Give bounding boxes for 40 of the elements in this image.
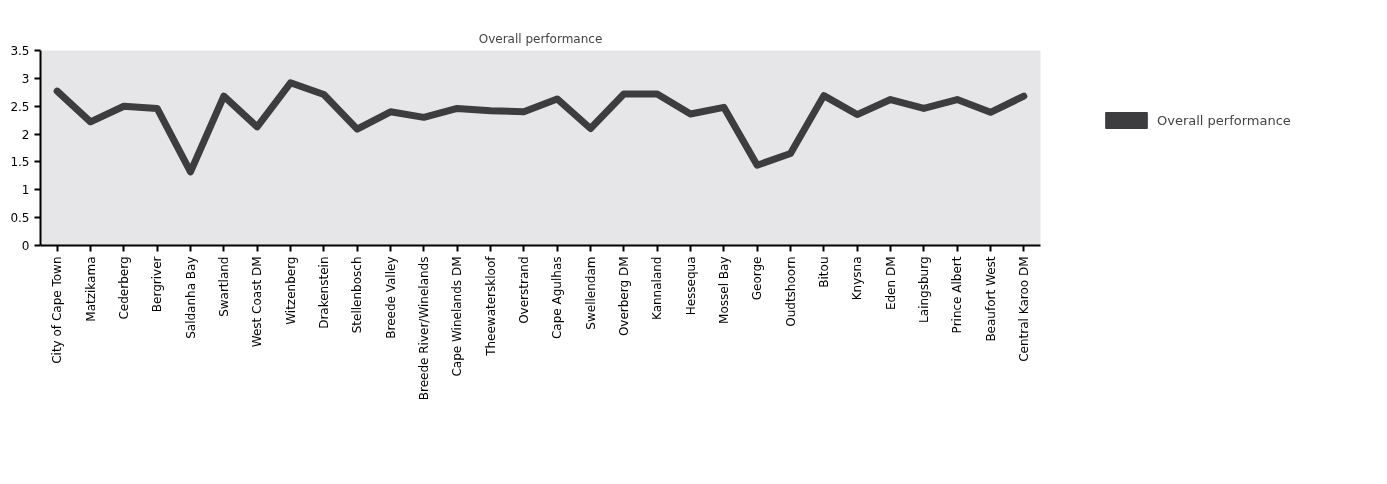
x-tick-label: Hessequa [683,256,698,316]
y-tick-label: 2.5 [10,99,30,114]
y-tick-label: 0.5 [10,211,30,226]
x-tick-label: Overstrand [516,256,531,324]
x-tick-label: Breede Valley [383,256,398,339]
x-tick-label: Cape Winelands DM [450,256,465,377]
x-tick-label: Breede River/Winelands [416,256,431,401]
x-tick-label: Central Karoo DM [1016,256,1031,362]
x-tick-label: Theewaterskloof [483,255,498,357]
y-tick-label: 3 [21,71,30,86]
x-tick-label: Swartland [216,256,231,317]
x-tick-label: George [750,256,765,301]
x-tick-label: Kannaland [650,256,665,320]
y-tick-label: 1 [21,183,30,198]
x-tick-label: Eden DM [883,256,898,311]
y-tick-label: 0 [21,239,30,253]
x-tick-label: Beaufort West [983,256,998,342]
y-tick-label: 1.5 [10,155,30,170]
x-tick-label: Overberg DM [616,256,631,337]
x-tick-label: West Coast DM [250,256,265,348]
x-tick-label: Knysna [850,256,865,301]
x-tick-label: Bitou [816,256,831,288]
x-tick-label: Bergriver [150,256,165,313]
x-tick-label: Oudtshoorn [783,256,798,327]
y-tick-label: 2 [21,127,30,142]
chart-title: Overall performance [478,31,603,46]
x-tick-label: Mossel Bay [716,256,731,324]
x-tick-label: Prince Albert [950,256,965,334]
x-tick-label: Laingsburg [916,256,931,323]
x-tick-label: Cederberg [116,256,131,320]
x-tick-label: Witzenberg [283,256,298,325]
x-tick-label: Swellendam [583,256,598,330]
x-tick-label: Matzikama [83,256,98,322]
legend-label: Overall performance [1157,112,1291,128]
x-tick-label: Cape Agulhas [550,256,565,340]
x-tick-label: Drakenstein [316,256,331,329]
y-tick-label: 3.5 [10,44,30,58]
x-tick-label: City of Cape Town [50,256,65,364]
x-tick-label: Stellenbosch [350,256,365,334]
x-tick-label: Saldanha Bay [183,256,198,339]
